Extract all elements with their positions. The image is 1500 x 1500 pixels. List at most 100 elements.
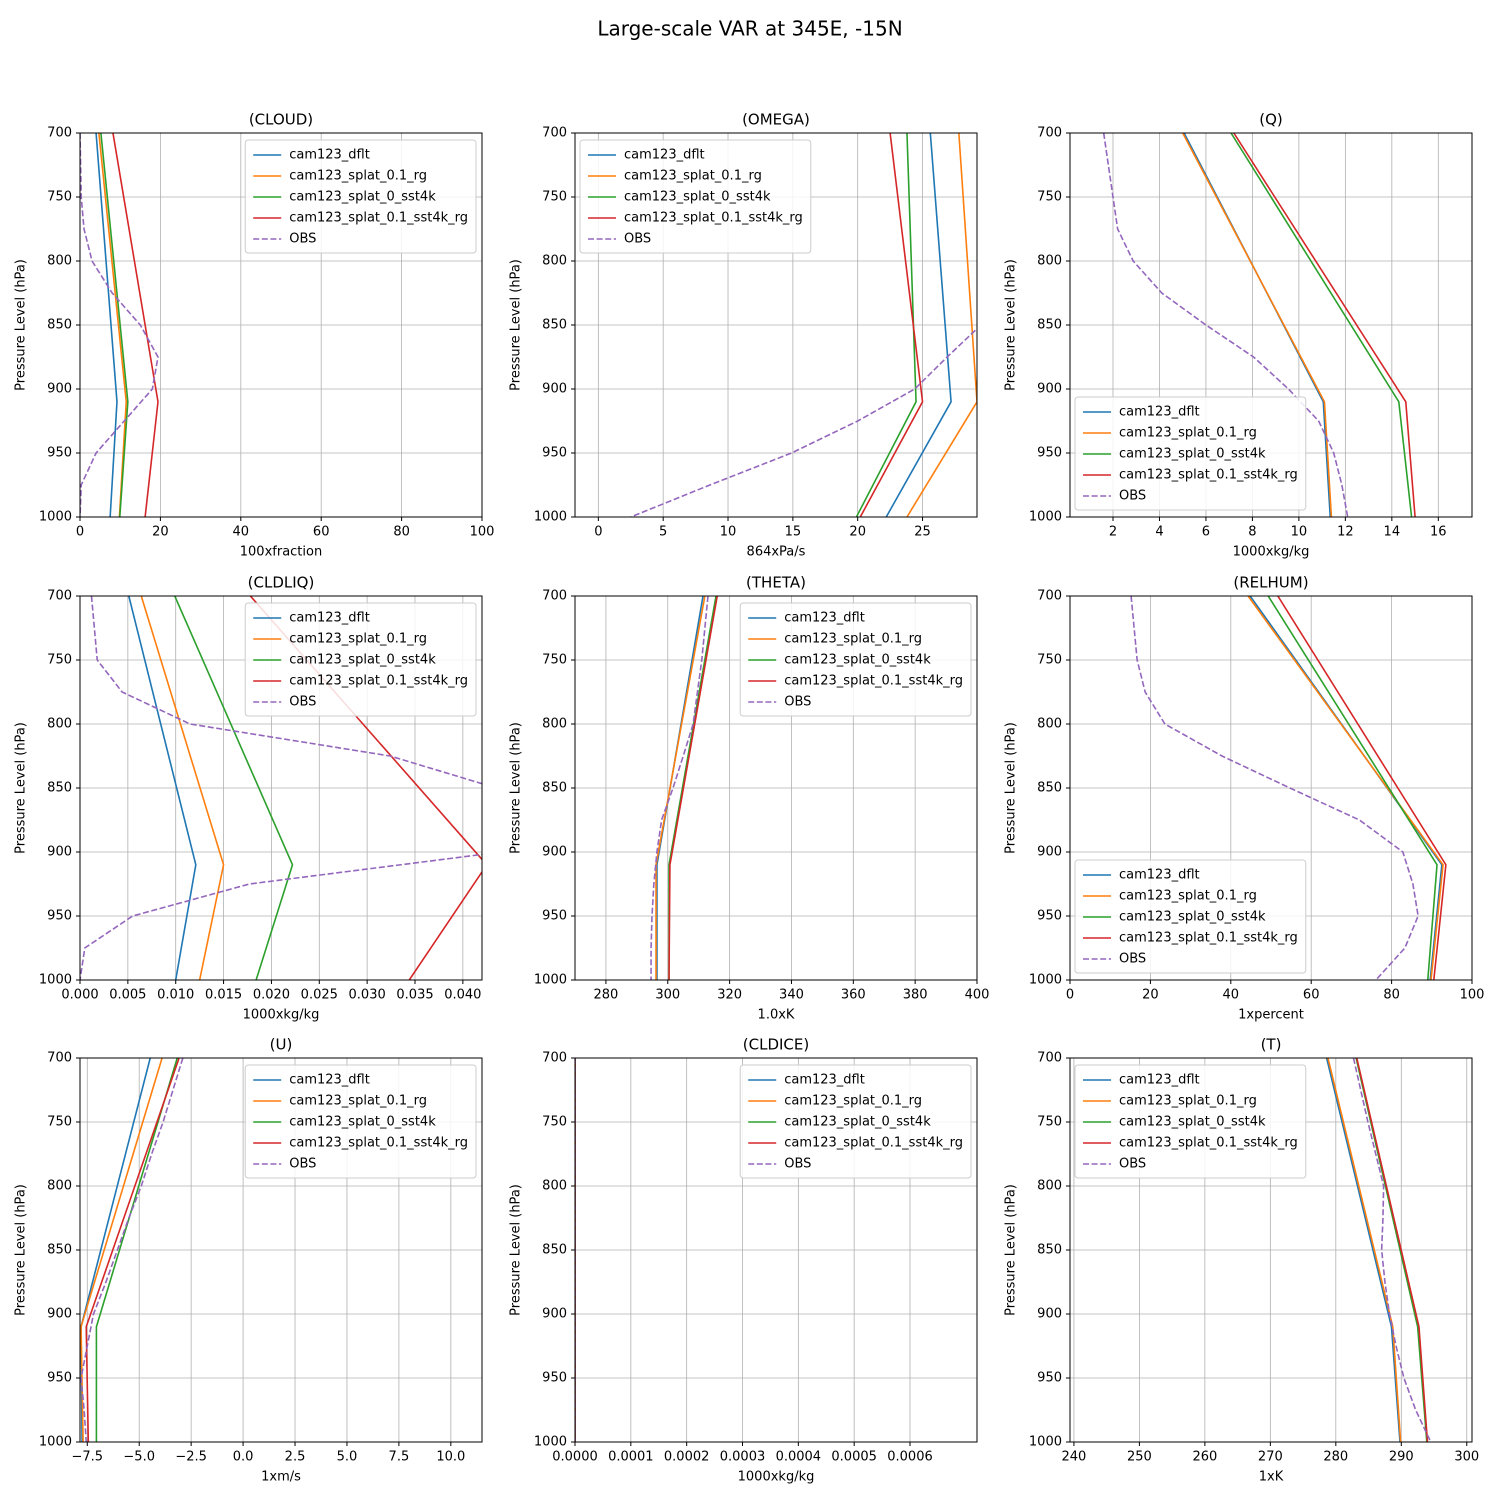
legend-label: cam123_splat_0.1_rg bbox=[784, 632, 922, 647]
x-tick-label: 5.0 bbox=[337, 1450, 358, 1465]
x-tick-label: 25 bbox=[914, 525, 931, 540]
panel: 0 5 10 15 20 25 700 750 800 850 900 950 1000 (OMEGA) 8… bbox=[509, 111, 978, 560]
series-line bbox=[1130, 596, 1419, 980]
series-line bbox=[100, 133, 129, 517]
x-tick-label: 6 bbox=[1202, 525, 1210, 540]
x-tick-label: 2 bbox=[1109, 525, 1117, 540]
x-tick-label: 0.0003 bbox=[720, 1450, 766, 1465]
series-line bbox=[140, 596, 225, 980]
legend-label: cam123_splat_0.1_sst4k_rg bbox=[1119, 468, 1298, 483]
panel: 0 20 40 60 80 100 700 750 800 850 900 950 1000 (CLOUD… bbox=[14, 111, 495, 560]
x-tick-label: 0.0004 bbox=[776, 1450, 822, 1465]
x-tick-label: 0 bbox=[76, 525, 84, 540]
y-tick-label: 750 bbox=[542, 653, 567, 668]
legend: cam123_dflt cam123_splat_0.1_rg cam123_spl… bbox=[1074, 1064, 1307, 1179]
y-tick-label: 850 bbox=[542, 781, 567, 796]
series-line bbox=[128, 596, 197, 980]
series-line bbox=[650, 596, 709, 980]
x-axis-label: 1xm/s bbox=[261, 1470, 301, 1485]
series-line bbox=[1267, 596, 1438, 980]
x-tick-label: 0.010 bbox=[157, 988, 194, 1003]
legend-label: cam123_dflt bbox=[784, 1073, 865, 1088]
y-tick-label: 950 bbox=[542, 909, 567, 924]
panel: 240 250 260 270 280 290 300 700 750 800 850 900 950 1… bbox=[1004, 1036, 1480, 1485]
legend-label: OBS bbox=[289, 232, 316, 247]
legend-label: cam123_splat_0.1_rg bbox=[289, 1094, 427, 1109]
x-tick-label: −7.5 bbox=[71, 1450, 103, 1465]
series-line bbox=[1355, 1058, 1428, 1442]
legend-label: cam123_splat_0.1_rg bbox=[1119, 426, 1257, 441]
plot-frame bbox=[1069, 595, 1473, 981]
y-tick-label: 900 bbox=[47, 1307, 72, 1322]
legend: cam123_dflt cam123_splat_0.1_rg cam123_spl… bbox=[244, 1064, 477, 1179]
legend-label: cam123_splat_0.1_rg bbox=[1119, 889, 1257, 904]
x-tick-label: 280 bbox=[594, 988, 619, 1003]
x-tick-label: 10.0 bbox=[436, 1450, 465, 1465]
x-tick-label: 14 bbox=[1384, 525, 1401, 540]
legend-box bbox=[739, 602, 972, 717]
x-tick-label: 0 bbox=[1066, 988, 1074, 1003]
series-line bbox=[1277, 596, 1447, 980]
y-tick-label: 750 bbox=[1037, 1115, 1062, 1130]
plot-frame bbox=[574, 132, 978, 518]
legend-label: OBS bbox=[624, 232, 651, 247]
panel: −7.5 −5.0 −2.5 0.0 2.5 5.0 7.5 10.0 700 750 800 850… bbox=[14, 1036, 483, 1485]
y-axis-label: Pressure Level (hPa) bbox=[1004, 1184, 1019, 1316]
series-line bbox=[1355, 1058, 1429, 1442]
y-tick-label: 700 bbox=[47, 126, 72, 141]
series-line bbox=[95, 133, 118, 517]
panel-title: (T) bbox=[1261, 1036, 1282, 1054]
y-axis-label: Pressure Level (hPa) bbox=[1004, 259, 1019, 391]
legend-label: OBS bbox=[784, 1157, 811, 1172]
y-tick-label: 700 bbox=[542, 589, 567, 604]
x-tick-label: 320 bbox=[717, 988, 742, 1003]
legend-label: OBS bbox=[289, 695, 316, 710]
x-axis-label: 864xPa/s bbox=[747, 545, 806, 560]
x-tick-label: 20 bbox=[849, 525, 866, 540]
series-line bbox=[630, 327, 977, 517]
plot-frame bbox=[574, 595, 978, 981]
legend-label: cam123_splat_0_sst4k bbox=[784, 1115, 931, 1130]
legend-label: cam123_dflt bbox=[289, 611, 370, 626]
y-tick-label: 800 bbox=[1037, 254, 1062, 269]
plot-frame bbox=[79, 595, 483, 981]
legend-label: cam123_splat_0.1_rg bbox=[1119, 1094, 1257, 1109]
y-tick-label: 950 bbox=[1037, 909, 1062, 924]
x-tick-label: 250 bbox=[1127, 1450, 1152, 1465]
y-tick-label: 950 bbox=[1037, 1371, 1062, 1386]
plot-frame bbox=[79, 1057, 483, 1443]
legend: cam123_dflt cam123_splat_0.1_rg cam123_spl… bbox=[739, 602, 972, 717]
x-tick-label: 0.040 bbox=[444, 988, 481, 1003]
x-axis-label: 1000xkg/kg bbox=[738, 1470, 815, 1485]
x-tick-label: 340 bbox=[779, 988, 804, 1003]
series-line bbox=[80, 1058, 163, 1442]
series-line bbox=[655, 596, 706, 980]
series-line bbox=[1230, 133, 1413, 517]
legend-label: cam123_dflt bbox=[624, 148, 705, 163]
legend-box bbox=[1074, 1064, 1307, 1179]
x-tick-label: 270 bbox=[1258, 1450, 1283, 1465]
x-tick-label: 0 bbox=[594, 525, 602, 540]
y-tick-label: 750 bbox=[47, 1115, 72, 1130]
legend: cam123_dflt cam123_splat_0.1_rg cam123_spl… bbox=[1074, 396, 1307, 511]
legend-label: cam123_splat_0_sst4k bbox=[1119, 910, 1266, 925]
series-line bbox=[1181, 133, 1333, 517]
x-tick-label: 20 bbox=[1142, 988, 1159, 1003]
panel-title: (OMEGA) bbox=[742, 111, 810, 129]
y-tick-label: 750 bbox=[1037, 653, 1062, 668]
legend-label: cam123_splat_0.1_sst4k_rg bbox=[784, 674, 963, 689]
legend-label: cam123_splat_0.1_rg bbox=[624, 169, 762, 184]
x-tick-label: 0.020 bbox=[253, 988, 290, 1003]
y-tick-label: 850 bbox=[47, 781, 72, 796]
y-tick-label: 800 bbox=[47, 717, 72, 732]
series-line bbox=[1233, 133, 1416, 517]
x-axis-label: 1xpercent bbox=[1238, 1008, 1304, 1023]
series-line bbox=[1325, 1058, 1401, 1442]
y-tick-label: 750 bbox=[542, 190, 567, 205]
y-tick-label: 850 bbox=[542, 318, 567, 333]
panel-title: (U) bbox=[270, 1036, 293, 1054]
x-tick-label: 240 bbox=[1062, 1450, 1087, 1465]
legend-label: cam123_dflt bbox=[1119, 405, 1200, 420]
y-tick-label: 850 bbox=[47, 1243, 72, 1258]
